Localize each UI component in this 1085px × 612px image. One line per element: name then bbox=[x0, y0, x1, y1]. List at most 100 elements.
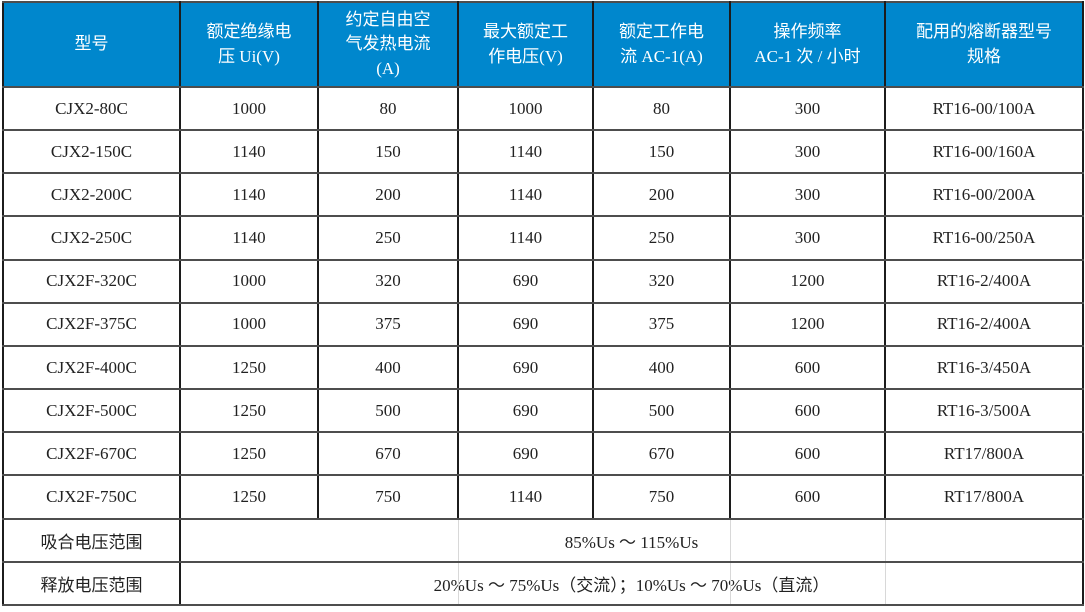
cell-rated-working-current-ac1: 750 bbox=[592, 474, 731, 520]
cell-rated-insulation-voltage: 1140 bbox=[179, 129, 319, 175]
table-row: CJX2F-500C 1250 500 690 500 600 RT16-3/500A bbox=[2, 388, 1084, 434]
table-row: CJX2-250C 1140 250 1140 250 300 RT16-00/250A bbox=[2, 215, 1084, 261]
column-header-fuse-model: 配用的熔断器型号 规格 bbox=[884, 1, 1084, 88]
column-header-operating-frequency: 操作频率 AC-1 次 / 小时 bbox=[729, 1, 886, 88]
cell-rated-insulation-voltage: 1250 bbox=[179, 388, 319, 434]
column-header-max-rated-working-voltage: 最大额定工 作电压(V) bbox=[457, 1, 594, 88]
cell-rated-working-current-ac1: 250 bbox=[592, 215, 731, 261]
cell-rated-working-current-ac1: 200 bbox=[592, 172, 731, 218]
cell-fuse-model: RT16-00/200A bbox=[884, 172, 1084, 218]
column-header-rated-insulation-voltage: 额定绝缘电 压 Ui(V) bbox=[179, 1, 319, 88]
cell-rated-insulation-voltage: 1000 bbox=[179, 85, 319, 132]
footer-value-pickup-voltage-range: 85%Us ～ 115%Us bbox=[179, 517, 1084, 563]
cell-rated-insulation-voltage: 1140 bbox=[179, 215, 319, 261]
cell-rated-working-current-ac1: 400 bbox=[592, 344, 731, 391]
cell-model: CJX2F-320C bbox=[2, 258, 181, 304]
cell-operating-frequency: 600 bbox=[729, 431, 886, 477]
faint-gridline bbox=[730, 520, 731, 560]
cell-free-air-thermal-current: 200 bbox=[317, 172, 459, 218]
cell-free-air-thermal-current: 375 bbox=[317, 301, 459, 347]
cell-operating-frequency: 300 bbox=[729, 172, 886, 218]
cell-max-rated-working-voltage: 690 bbox=[457, 344, 594, 391]
cell-max-rated-working-voltage: 690 bbox=[457, 258, 594, 304]
cell-rated-insulation-voltage: 1140 bbox=[179, 172, 319, 218]
cell-operating-frequency: 600 bbox=[729, 388, 886, 434]
cell-operating-frequency: 300 bbox=[729, 215, 886, 261]
cell-model: CJX2-200C bbox=[2, 172, 181, 218]
cell-free-air-thermal-current: 400 bbox=[317, 344, 459, 391]
cell-free-air-thermal-current: 320 bbox=[317, 258, 459, 304]
cell-rated-working-current-ac1: 500 bbox=[592, 388, 731, 434]
cell-max-rated-working-voltage: 1000 bbox=[457, 85, 594, 132]
cell-model: CJX2F-500C bbox=[2, 388, 181, 434]
cell-rated-insulation-voltage: 1250 bbox=[179, 431, 319, 477]
cell-rated-working-current-ac1: 150 bbox=[592, 129, 731, 175]
column-header-model: 型号 bbox=[2, 1, 181, 88]
footer-row-pickup-voltage-range: 吸合电压范围 85%Us ～ 115%Us bbox=[2, 517, 1084, 563]
cell-free-air-thermal-current: 670 bbox=[317, 431, 459, 477]
cell-model: CJX2F-670C bbox=[2, 431, 181, 477]
cell-rated-insulation-voltage: 1250 bbox=[179, 344, 319, 391]
table-row: CJX2F-375C 1000 375 690 375 1200 RT16-2/400A bbox=[2, 301, 1084, 347]
cell-fuse-model: RT16-2/400A bbox=[884, 258, 1084, 304]
footer-label-pickup-voltage-range: 吸合电压范围 bbox=[2, 517, 181, 563]
cell-fuse-model: RT17/800A bbox=[884, 431, 1084, 477]
cell-rated-insulation-voltage: 1000 bbox=[179, 301, 319, 347]
cell-max-rated-working-voltage: 1140 bbox=[457, 474, 594, 520]
cell-operating-frequency: 1200 bbox=[729, 258, 886, 304]
footer-row-release-voltage-range: 释放电压范围 20%Us ～ 75%Us（交流）；10%Us ～ 70%Us（直流… bbox=[2, 560, 1084, 607]
footer-label-release-voltage-range: 释放电压范围 bbox=[2, 560, 181, 607]
cell-operating-frequency: 300 bbox=[729, 129, 886, 175]
cell-model: CJX2F-400C bbox=[2, 344, 181, 391]
cell-max-rated-working-voltage: 1140 bbox=[457, 215, 594, 261]
cell-max-rated-working-voltage: 690 bbox=[457, 301, 594, 347]
cell-fuse-model: RT16-00/250A bbox=[884, 215, 1084, 261]
faint-gridline bbox=[458, 563, 459, 603]
faint-gridline bbox=[730, 563, 731, 603]
faint-gridline bbox=[885, 520, 886, 560]
table-row: CJX2F-320C 1000 320 690 320 1200 RT16-2/400A bbox=[2, 258, 1084, 304]
table-row: CJX2-80C 1000 80 1000 80 300 RT16-00/100A bbox=[2, 85, 1084, 132]
cell-operating-frequency: 300 bbox=[729, 85, 886, 132]
cell-operating-frequency: 600 bbox=[729, 344, 886, 391]
cell-max-rated-working-voltage: 1140 bbox=[457, 129, 594, 175]
faint-gridline bbox=[885, 563, 886, 603]
table-row: CJX2F-670C 1250 670 690 670 600 RT17/800A bbox=[2, 431, 1084, 477]
cell-free-air-thermal-current: 500 bbox=[317, 388, 459, 434]
cell-max-rated-working-voltage: 690 bbox=[457, 431, 594, 477]
cell-operating-frequency: 600 bbox=[729, 474, 886, 520]
cell-fuse-model: RT16-00/100A bbox=[884, 85, 1084, 132]
table-row: CJX2F-750C 1250 750 1140 750 600 RT17/800A bbox=[2, 474, 1084, 520]
header-row: 型号 额定绝缘电 压 Ui(V) 约定自由空 气发热电流 (A) 最大额定工 作电压(… bbox=[2, 1, 1084, 88]
faint-gridline bbox=[458, 520, 459, 560]
cell-model: CJX2F-750C bbox=[2, 474, 181, 520]
column-header-free-air-thermal-current: 约定自由空 气发热电流 (A) bbox=[317, 1, 459, 88]
cell-rated-insulation-voltage: 1250 bbox=[179, 474, 319, 520]
cell-operating-frequency: 1200 bbox=[729, 301, 886, 347]
cell-fuse-model: RT16-3/500A bbox=[884, 388, 1084, 434]
cell-model: CJX2-150C bbox=[2, 129, 181, 175]
cell-max-rated-working-voltage: 690 bbox=[457, 388, 594, 434]
table-row: CJX2-150C 1140 150 1140 150 300 RT16-00/160A bbox=[2, 129, 1084, 175]
cell-fuse-model: RT16-00/160A bbox=[884, 129, 1084, 175]
cell-model: CJX2-80C bbox=[2, 85, 181, 132]
cell-model: CJX2-250C bbox=[2, 215, 181, 261]
cell-free-air-thermal-current: 150 bbox=[317, 129, 459, 175]
table-row: CJX2F-400C 1250 400 690 400 600 RT16-3/450A bbox=[2, 344, 1084, 391]
table-body: CJX2-80C 1000 80 1000 80 300 RT16-00/100A CJX2-… bbox=[2, 85, 1084, 607]
cell-fuse-model: RT17/800A bbox=[884, 474, 1084, 520]
cell-fuse-model: RT16-3/450A bbox=[884, 344, 1084, 391]
cell-fuse-model: RT16-2/400A bbox=[884, 301, 1084, 347]
cell-rated-insulation-voltage: 1000 bbox=[179, 258, 319, 304]
column-header-rated-working-current-ac1: 额定工作电 流 AC-1(A) bbox=[592, 1, 731, 88]
cell-model: CJX2F-375C bbox=[2, 301, 181, 347]
table-row: CJX2-200C 1140 200 1140 200 300 RT16-00/200A bbox=[2, 172, 1084, 218]
cell-free-air-thermal-current: 750 bbox=[317, 474, 459, 520]
cell-max-rated-working-voltage: 1140 bbox=[457, 172, 594, 218]
cell-rated-working-current-ac1: 375 bbox=[592, 301, 731, 347]
footer-value-release-voltage-range: 20%Us ～ 75%Us（交流）；10%Us ～ 70%Us（直流） bbox=[179, 560, 1084, 607]
cell-free-air-thermal-current: 250 bbox=[317, 215, 459, 261]
cell-free-air-thermal-current: 80 bbox=[317, 85, 459, 132]
